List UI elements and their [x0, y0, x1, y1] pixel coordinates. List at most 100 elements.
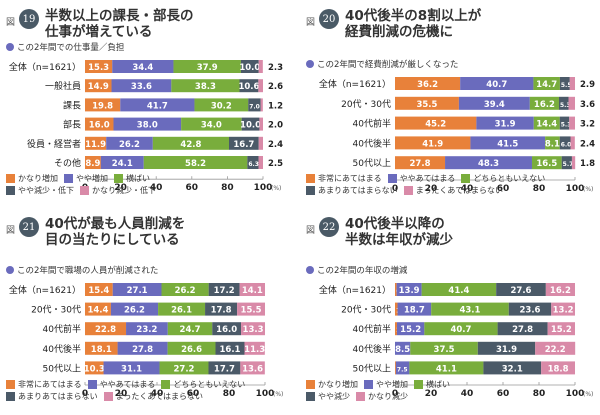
category-label: 役員・経営者	[27, 138, 81, 150]
data-label: 16.7	[233, 140, 254, 150]
bullet-icon	[306, 60, 314, 68]
data-label: 41.1	[436, 364, 457, 374]
category-label: 全体（n=1621）	[319, 284, 391, 296]
bar-segment	[409, 361, 484, 375]
chart-title-line: 仕事が増えている	[45, 24, 153, 40]
figure-prefix: 図	[6, 226, 16, 236]
category-label: 40代前半	[43, 323, 81, 335]
bar-segment	[497, 322, 548, 336]
data-label: 36.2	[417, 80, 438, 90]
legend-swatch	[364, 379, 373, 389]
legend-swatch	[461, 173, 471, 183]
bar-segment	[395, 156, 446, 170]
bar-segment	[395, 116, 477, 130]
data-label: 24.1	[112, 159, 133, 169]
data-label: 14.7	[536, 80, 557, 90]
category-label: 部長	[63, 119, 81, 131]
data-label: 11.9	[85, 140, 106, 150]
figure-header: 図 21 40代が最も人員削減を 目の当たりにしている	[6, 216, 185, 248]
legend-item: まったくあてはまらない	[403, 185, 503, 196]
x-tick-label: 80	[223, 389, 236, 399]
category-label: 一般社員	[45, 80, 81, 92]
bar-segment	[239, 79, 259, 93]
data-label: 18.8	[548, 364, 569, 374]
legend-item: やや減少	[306, 391, 350, 402]
legend-swatch	[414, 379, 423, 389]
bar-segment	[458, 96, 530, 110]
data-label: 37.5	[434, 345, 455, 355]
x-tick-label: 20	[114, 183, 127, 193]
data-label: 27.2	[174, 364, 195, 374]
chart-title-line: 半数は年収が減少	[345, 232, 454, 248]
bar-segment	[460, 77, 534, 90]
legend-item: 非常にあてはまる	[306, 173, 382, 184]
bar-segment	[212, 322, 242, 336]
figure-21-panel: 図 21 40代が最も人員削減を 目の当たりにしている この2年間で職場の人員が削減され…	[0, 208, 300, 415]
bar-segment	[529, 96, 559, 110]
bar-segment	[85, 98, 121, 112]
bar-segment	[410, 341, 478, 355]
x-tick-label: 0	[82, 389, 88, 399]
data-label: 27.8	[132, 345, 153, 355]
data-label: 19.8	[92, 101, 113, 111]
data-label: 27.8	[512, 325, 533, 335]
bar-segment	[85, 361, 104, 375]
data-label: 2.4	[268, 140, 283, 150]
category-label: 40代前半	[353, 118, 391, 130]
bar-segment	[113, 117, 182, 131]
bar-segment	[85, 117, 114, 131]
bar-segment	[561, 156, 572, 170]
legend-swatch	[6, 173, 15, 183]
data-label: 13.6	[242, 364, 263, 374]
x-tick-label: 80	[221, 183, 234, 193]
data-label: 2.6	[268, 82, 283, 92]
bar-segment	[158, 302, 206, 316]
category-label: 20代・30代	[341, 305, 391, 316]
data-label: 32.1	[502, 364, 523, 374]
bar-segment	[431, 302, 509, 316]
data-label: 3.2	[580, 120, 595, 130]
bar-segment	[194, 98, 249, 112]
bar-segment	[111, 79, 172, 93]
bullet-icon	[6, 43, 14, 51]
bar-segment	[395, 77, 461, 90]
bar-segment	[85, 60, 113, 73]
data-label: 39.4	[484, 100, 505, 110]
x-tick-label: 40	[461, 184, 474, 194]
legend-item: どちらともいえない	[461, 173, 545, 184]
x-tick-label: 0	[392, 389, 398, 399]
legend-item: やや減少・低下	[6, 185, 74, 196]
figure-number-badge: 19	[19, 9, 40, 29]
data-label: 41.5	[497, 139, 518, 149]
bar-segment	[110, 302, 159, 316]
chart-subtitle: この2年間で経費削減が厳しくなった	[306, 58, 458, 70]
bar-segment	[100, 156, 144, 169]
chart-title-line: 40代後半以降の	[345, 216, 445, 232]
chart-subtitle-text: この2年間の年収の増減	[317, 266, 408, 276]
legend-row: やや減少・低下 かなり減少・低下	[6, 184, 162, 196]
bar-segment	[143, 156, 248, 169]
chart-subtitle: この2年間の年収の増減	[306, 264, 407, 276]
legend-item: かなり増加	[6, 173, 58, 184]
chart-title: 40代後半の8割以上が 経費削減の危機に	[345, 8, 481, 40]
data-label: 15.3	[88, 63, 109, 73]
data-label: 40.7	[450, 325, 471, 335]
data-label: 26.2	[124, 306, 145, 316]
data-label: 10.3	[84, 364, 105, 374]
bar-segment	[445, 156, 532, 170]
x-tick-label: 100	[256, 389, 275, 399]
bullet-icon	[6, 266, 14, 274]
stacked-bar-chart: 全体（n=1621）0.913.941.427.616.220代・30代1.41…	[319, 283, 593, 399]
chart-title-line: 40代後半の8割以上が	[345, 8, 482, 24]
legend-row: あまりあてはまらない まったくあてはまらない	[6, 390, 251, 402]
chart-subtitle-text: この2年間での仕事量／負担	[17, 43, 125, 53]
bar-segment	[215, 341, 245, 355]
data-label: 23.6	[520, 306, 541, 316]
data-label: 15.4	[88, 286, 109, 296]
stacked-bar-chart: 全体（n=1621） 36.2 40.7 14.7 5.5 2.9 20代・30代 35.5 3…	[319, 77, 595, 194]
data-label: 16.0	[216, 325, 237, 335]
data-label: 11.3	[244, 345, 265, 355]
data-label: 23.2	[136, 325, 157, 335]
figure-22-panel: 図 22 40代後半以降の 半数は年収が減少 この2年間の年収の増減 全体（n=1621）…	[300, 208, 600, 415]
figure-prefix: 図	[6, 18, 16, 28]
